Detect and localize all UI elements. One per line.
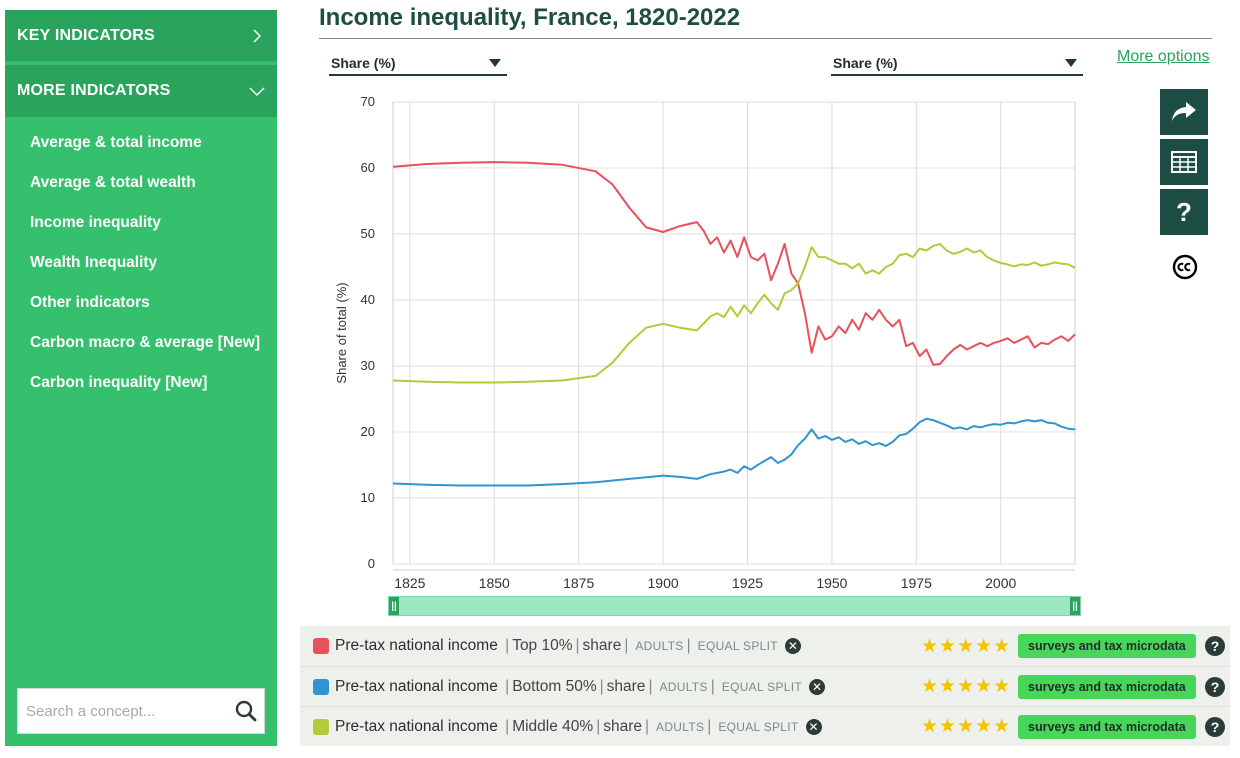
legend-indicator[interactable]: Pre-tax national income (335, 717, 498, 735)
help-button[interactable]: ? (1160, 189, 1208, 235)
search-box (17, 688, 265, 734)
legend-group: Bottom 50% (512, 677, 597, 695)
y-tick-label: 50 (361, 226, 375, 241)
y-tick-label: 60 (361, 160, 375, 175)
more-indicators-toggle[interactable]: MORE INDICATORS (5, 65, 277, 117)
share-arrow-icon (1172, 102, 1196, 121)
legend-row-middle40: Pre-tax national income | Middle 40% | sha… (300, 706, 1230, 746)
key-indicators-toggle[interactable]: KEY INDICATORS (5, 10, 277, 62)
legend-split: EQUAL SPLIT (697, 639, 778, 653)
quality-stars: ★★★★★ (921, 716, 1012, 737)
legend-swatch (313, 678, 329, 695)
quality-stars: ★★★★★ (921, 676, 1012, 697)
help-icon[interactable]: ? (1205, 676, 1225, 697)
sidebar-item-income-inequality[interactable]: Income inequality (30, 214, 161, 231)
title-divider (319, 38, 1212, 39)
help-icon[interactable]: ? (1205, 716, 1225, 737)
x-tick-label: 1950 (816, 575, 847, 591)
share-button[interactable] (1160, 89, 1208, 135)
y-tick-label: 20 (361, 424, 375, 439)
source-badge[interactable]: surveys and tax microdata (1018, 714, 1196, 739)
help-icon[interactable]: ? (1205, 636, 1225, 656)
series-line-middle-40- (392, 242, 1076, 384)
right-axis-selector[interactable]: Share (%) (831, 52, 1083, 76)
chevron-down-icon (249, 87, 265, 97)
left-axis-selector-label: Share (%) (331, 55, 396, 71)
chevron-right-icon (253, 28, 262, 43)
x-tick-label: 1825 (394, 575, 425, 591)
legend-population: ADULTS (659, 679, 708, 694)
sidebar: KEY INDICATORS MORE INDICATORS Average &… (5, 10, 277, 746)
x-tick-label: 2000 (985, 575, 1016, 591)
y-tick-label: 30 (361, 358, 375, 373)
legend-indicator[interactable]: Pre-tax national income (335, 637, 498, 654)
remove-series-icon[interactable]: ✕ (808, 678, 825, 695)
legend-measure: share (582, 637, 622, 654)
time-range-slider[interactable]: || || (388, 596, 1081, 616)
line-chart: 0 10 20 30 40 50 60 70 1825 1850 1875 1900 1925 1950 1… (334, 94, 1076, 591)
sidebar-item-average-total-income[interactable]: Average & total income (30, 134, 202, 151)
caret-down-icon (489, 59, 501, 67)
sidebar-menu: Average & total income Average & total w… (5, 117, 277, 403)
legend-measure: share (603, 717, 642, 735)
legend-indicator[interactable]: Pre-tax national income (335, 677, 498, 695)
series-line-top-10- (392, 161, 1076, 366)
range-handle-end[interactable]: || (1070, 597, 1080, 615)
y-tick-label: 70 (361, 94, 375, 109)
x-tick-label: 1875 (563, 575, 594, 591)
more-options-link[interactable]: More options (1117, 48, 1210, 65)
legend-row-top10: Pre-tax national income | Top 10% | share … (300, 626, 1230, 666)
series-legend: Pre-tax national income | Top 10% | share … (300, 626, 1230, 746)
x-tick-label: 1900 (648, 575, 679, 591)
legend-split: EQUAL SPLIT (721, 679, 802, 694)
sidebar-item-wealth-inequality[interactable]: Wealth Inequality (30, 254, 158, 271)
creative-commons-icon[interactable] (1172, 254, 1198, 280)
right-axis-selector-label: Share (%) (833, 55, 898, 71)
legend-swatch (313, 638, 329, 654)
legend-population: ADULTS (656, 719, 705, 734)
legend-measure: share (606, 677, 646, 695)
y-axis-label: Share of total (%) (334, 282, 349, 383)
sidebar-item-carbon-inequality[interactable]: Carbon inequality [New] (30, 374, 208, 391)
source-badge[interactable]: surveys and tax microdata (1018, 634, 1196, 658)
y-tick-label: 10 (361, 490, 375, 505)
left-axis-selector[interactable]: Share (%) (329, 52, 507, 76)
x-tick-label: 1850 (479, 575, 510, 591)
range-handle-start[interactable]: || (389, 597, 399, 615)
source-badge[interactable]: surveys and tax microdata (1018, 674, 1196, 699)
sidebar-item-average-total-wealth[interactable]: Average & total wealth (30, 174, 196, 191)
page-title: Income inequality, France, 1820-2022 (319, 4, 741, 31)
legend-group: Middle 40% (512, 717, 594, 735)
sidebar-item-carbon-macro[interactable]: Carbon macro & average [New] (30, 334, 260, 351)
x-tick-label: 1925 (732, 575, 763, 591)
search-input[interactable] (18, 689, 228, 733)
remove-series-icon[interactable]: ✕ (784, 638, 801, 654)
more-indicators-label: MORE INDICATORS (17, 82, 171, 99)
legend-row-bottom50: Pre-tax national income | Bottom 50% | sha… (300, 666, 1230, 706)
legend-swatch (313, 718, 329, 735)
series-line-bottom-50- (392, 417, 1076, 487)
x-tick-label: 1975 (901, 575, 932, 591)
search-icon[interactable] (228, 693, 264, 729)
table-icon (1171, 151, 1197, 173)
legend-split: EQUAL SPLIT (718, 719, 799, 734)
y-tick-label: 40 (361, 292, 375, 307)
legend-group: Top 10% (512, 637, 573, 654)
key-indicators-label: KEY INDICATORS (17, 26, 155, 44)
quality-stars: ★★★★★ (921, 635, 1012, 657)
sidebar-item-other-indicators[interactable]: Other indicators (30, 294, 150, 311)
help-button-label: ? (1176, 196, 1192, 227)
legend-population: ADULTS (635, 639, 684, 653)
caret-down-icon (1065, 59, 1077, 67)
table-view-button[interactable] (1160, 139, 1208, 185)
y-tick-label: 0 (368, 556, 375, 571)
remove-series-icon[interactable]: ✕ (805, 718, 822, 735)
